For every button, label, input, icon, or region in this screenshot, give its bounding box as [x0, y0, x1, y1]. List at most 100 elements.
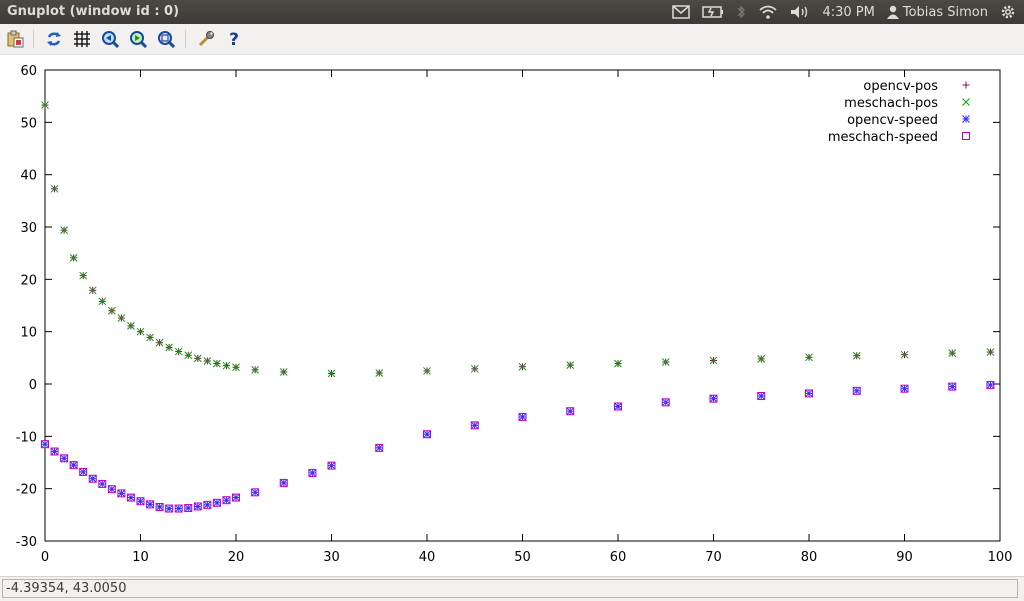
plot-canvas[interactable]: 0 10 20 30 40 50 60 70 80 90 100 -30 -20 -10 0 10 20 30 40…	[0, 55, 1024, 576]
grid-icon[interactable]	[71, 28, 93, 50]
data-point-opencv-speed	[98, 480, 107, 488]
clock[interactable]: 4:30 PM	[822, 4, 875, 20]
y-tick-label: -30	[16, 535, 37, 550]
window-title-bar: Gnuplot (window id : 0) 4:30 PM Tobias S…	[0, 0, 1024, 24]
copy-to-clipboard-icon[interactable]	[4, 28, 26, 50]
data-point-meschach-pos	[127, 322, 135, 330]
legend-label-meschach-pos: meschach-pos	[844, 96, 938, 111]
data-point-meschach-speed	[146, 500, 155, 509]
data-point-opencv-speed	[566, 407, 575, 416]
data-point-meschach-speed	[948, 382, 957, 391]
data-point-meschach-speed	[117, 489, 126, 498]
data-point-meschach-pos	[107, 306, 116, 315]
legend-marker-meschach-pos	[962, 98, 970, 106]
x-tick-label: 80	[801, 550, 818, 565]
data-point-meschach-pos	[327, 369, 336, 378]
data-point-meschach-speed	[805, 389, 813, 398]
data-point-opencv-speed	[88, 474, 97, 483]
data-point-opencv-speed	[213, 498, 221, 507]
data-point-meschach-pos	[203, 357, 212, 365]
data-point-meschach-speed	[50, 447, 59, 456]
data-point-opencv-speed	[279, 479, 288, 487]
data-point-meschach-speed	[375, 443, 384, 452]
data-point-meschach-pos	[98, 297, 107, 306]
scatter-chart[interactable]: 0 10 20 30 40 50 60 70 80 90 100 -30 -20 -10 0 10 20 30 40…	[0, 55, 1024, 576]
data-point-opencv-speed	[174, 504, 183, 513]
data-point-opencv-speed	[79, 468, 88, 476]
data-point-meschach-speed	[852, 386, 861, 395]
data-point-meschach-pos	[41, 101, 49, 109]
data-point-meschach-speed	[614, 402, 622, 411]
help-icon[interactable]: ?	[223, 28, 245, 50]
data-point-opencv-speed	[709, 394, 718, 403]
battery-icon[interactable]	[702, 6, 724, 18]
data-point-meschach-pos	[146, 333, 154, 342]
legend-label-opencv-speed: opencv-speed	[847, 113, 938, 128]
x-tick-label: 70	[705, 550, 722, 565]
bluetooth-icon[interactable]	[736, 4, 746, 20]
data-point-meschach-pos	[470, 364, 479, 373]
data-point-meschach-speed	[661, 398, 670, 407]
data-point-meschach-speed	[69, 461, 78, 470]
data-point-opencv-speed	[986, 381, 995, 389]
data-point-meschach-speed	[986, 381, 995, 390]
data-point-opencv-speed	[69, 461, 78, 469]
mail-icon[interactable]	[672, 5, 691, 19]
status-bar: -4.39354, 43.0050	[0, 576, 1024, 601]
data-point-meschach-speed	[470, 421, 479, 430]
autoscale-icon[interactable]	[155, 28, 177, 50]
data-point-meschach-pos	[88, 286, 97, 295]
volume-icon[interactable]	[790, 5, 810, 19]
data-point-opencv-speed	[614, 402, 622, 411]
zoom-previous-icon[interactable]	[99, 28, 121, 50]
data-point-opencv-speed	[146, 500, 154, 509]
legend-marker-opencv-speed	[962, 115, 970, 123]
data-point-meschach-pos	[757, 355, 766, 363]
data-point-opencv-speed	[117, 489, 126, 498]
data-point-meschach-speed	[251, 488, 260, 497]
legend-label-opencv-pos: opencv-pos	[863, 79, 938, 94]
data-point-meschach-pos	[805, 353, 813, 362]
data-point-meschach-pos	[165, 343, 174, 352]
data-point-meschach-pos	[79, 271, 88, 280]
zoom-next-icon[interactable]	[127, 28, 149, 50]
data-point-opencv-speed	[184, 504, 193, 512]
x-tick-label: 0	[41, 550, 49, 565]
legend-label-meschach-speed: meschach-speed	[828, 130, 938, 145]
user-menu[interactable]: Tobias Simon	[886, 5, 988, 20]
data-point-meschach-speed	[327, 461, 336, 470]
data-point-opencv-speed	[308, 469, 317, 477]
data-point-meschach-speed	[423, 430, 431, 439]
data-point-meschach-speed	[308, 468, 317, 477]
data-point-opencv-speed	[948, 382, 957, 391]
data-point-meschach-pos	[375, 369, 384, 377]
settings-gear-icon[interactable]	[1000, 4, 1016, 20]
replot-icon[interactable]	[43, 28, 65, 50]
data-point-opencv-speed	[41, 440, 49, 449]
data-point-opencv-speed	[165, 504, 174, 513]
toolbar: ?	[0, 24, 1024, 55]
legend-marker-meschach-speed	[962, 132, 970, 140]
y-tick-label: 50	[20, 116, 37, 131]
mouse-coordinates: -4.39354, 43.0050	[2, 579, 1018, 598]
y-tick-label: 30	[20, 221, 37, 236]
data-point-meschach-speed	[136, 497, 145, 506]
data-point-opencv-speed	[375, 443, 384, 452]
data-point-opencv-speed	[470, 421, 479, 430]
data-point-meschach-pos	[948, 349, 957, 357]
data-point-meschach-speed	[222, 496, 231, 505]
data-point-opencv-speed	[232, 493, 240, 502]
wifi-icon[interactable]	[758, 5, 778, 19]
toolbar-separator	[185, 30, 186, 48]
data-point-meschach-speed	[165, 504, 174, 513]
options-wrench-icon[interactable]	[195, 28, 217, 50]
x-tick-label: 90	[896, 550, 913, 565]
data-point-meschach-speed	[900, 384, 909, 393]
data-point-meschach-speed	[174, 504, 183, 513]
y-tick-label: -10	[16, 430, 37, 445]
data-point-meschach-speed	[60, 454, 69, 463]
data-point-meschach-pos	[852, 351, 861, 360]
data-point-meschach-pos	[213, 359, 221, 368]
y-tick-label: -20	[16, 483, 37, 498]
data-point-meschach-speed	[566, 407, 575, 416]
